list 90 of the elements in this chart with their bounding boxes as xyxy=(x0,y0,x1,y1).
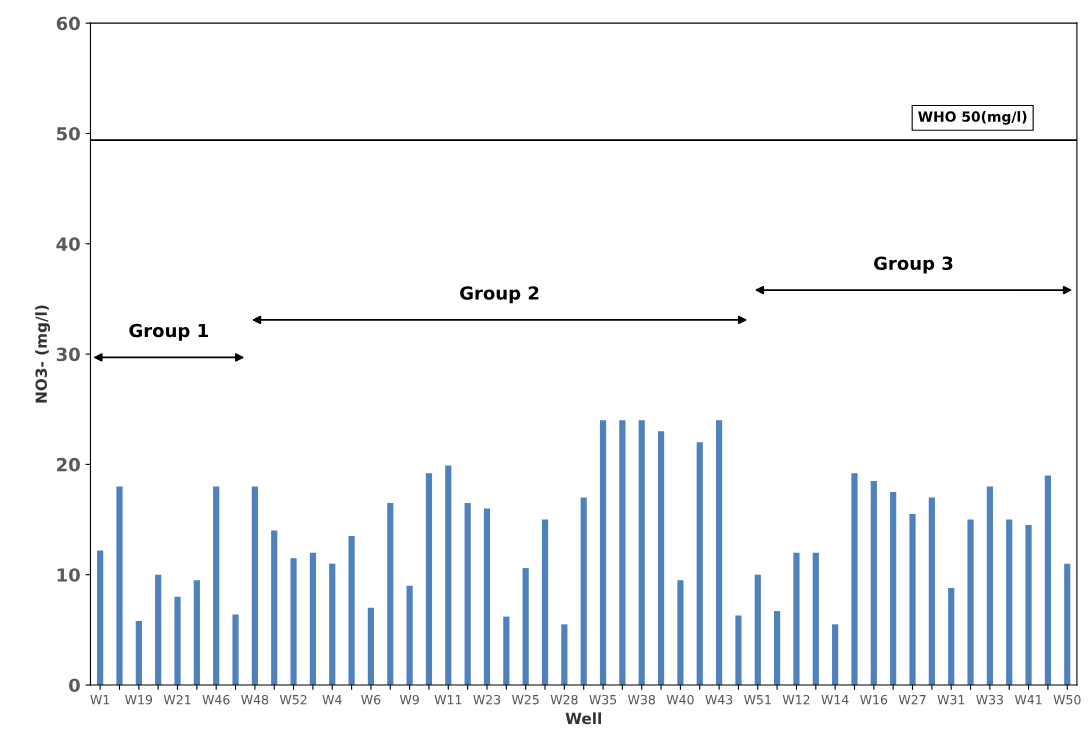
bar xyxy=(1064,563,1071,685)
bar xyxy=(348,536,355,685)
x-tick-label: W28 xyxy=(550,694,578,705)
x-tick-label: W50 xyxy=(1053,694,1081,705)
y-tick-label: 30 xyxy=(56,347,80,362)
bar xyxy=(851,473,858,685)
bar xyxy=(387,502,394,685)
bar xyxy=(754,574,761,685)
x-axis-title: Well xyxy=(565,712,601,725)
bar xyxy=(193,580,200,685)
bar xyxy=(483,508,491,685)
x-tick-label: W35 xyxy=(589,694,617,705)
x-tick-label: W40 xyxy=(666,694,694,705)
bar xyxy=(619,420,626,685)
annotation: Group 3 xyxy=(874,256,953,274)
bar xyxy=(367,607,375,685)
bar xyxy=(1006,519,1013,685)
x-tick-label: W48 xyxy=(241,694,269,705)
x-tick-label: W6 xyxy=(361,694,381,705)
x-tick-label: W25 xyxy=(511,694,539,705)
x-tick-label: W4 xyxy=(322,695,342,705)
bar xyxy=(1044,475,1051,685)
annotation: Group 1 xyxy=(129,323,208,341)
bar xyxy=(599,420,607,685)
bar xyxy=(232,614,239,685)
bar xyxy=(928,497,935,685)
y-tick-label: 50 xyxy=(57,126,80,141)
y-tick-label: 0 xyxy=(69,678,80,693)
x-tick-label: W14 xyxy=(821,695,849,705)
bar xyxy=(774,611,781,685)
x-tick-label: W11 xyxy=(434,695,462,705)
y-axis-title: NO3- (mg/l) xyxy=(35,305,51,403)
bar xyxy=(1025,525,1032,685)
x-tick-label: W12 xyxy=(782,694,810,705)
bar xyxy=(522,568,529,685)
bar xyxy=(155,574,162,685)
x-tick-label: W31 xyxy=(937,694,965,705)
x-tick-label: W9 xyxy=(399,694,419,705)
bar xyxy=(909,514,916,685)
bar xyxy=(290,558,297,685)
bar xyxy=(793,552,800,685)
bar xyxy=(716,420,723,685)
x-tick-label: W19 xyxy=(125,694,153,705)
x-tick-label: W1 xyxy=(90,695,110,705)
bar xyxy=(735,615,742,685)
x-tick-label: W23 xyxy=(473,694,501,705)
bar xyxy=(174,596,181,685)
bar xyxy=(213,486,220,685)
bar xyxy=(638,420,645,685)
bar xyxy=(657,431,665,685)
annotation: Group 2 xyxy=(460,286,539,304)
bar xyxy=(561,624,568,685)
ref-line-label: WHO 50(mg/l) xyxy=(918,111,1027,125)
bar xyxy=(541,519,549,685)
bar xyxy=(580,497,587,685)
bar xyxy=(97,550,104,685)
x-tick-label: W16 xyxy=(860,694,888,705)
bar xyxy=(503,616,510,685)
bar xyxy=(832,624,839,685)
x-tick-label: W52 xyxy=(279,694,307,705)
bar xyxy=(116,486,123,685)
y-tick-label: 60 xyxy=(56,16,80,31)
bar xyxy=(425,473,433,685)
y-tick-label: 10 xyxy=(57,568,80,582)
bar xyxy=(948,587,955,685)
y-tick-label: 20 xyxy=(57,457,80,472)
bar xyxy=(271,530,278,685)
bar xyxy=(406,585,413,685)
bar xyxy=(890,491,897,685)
x-tick-label: W38 xyxy=(628,694,655,705)
x-tick-label: W41 xyxy=(1014,695,1042,705)
y-tick-label: 40 xyxy=(56,237,80,251)
bar xyxy=(677,580,684,685)
x-tick-label: W33 xyxy=(976,694,1004,705)
x-tick-label: W43 xyxy=(705,694,733,705)
bar xyxy=(464,502,471,685)
bar xyxy=(135,621,142,685)
bar xyxy=(870,480,877,685)
bar xyxy=(986,486,993,685)
bar xyxy=(445,465,452,685)
bar xyxy=(309,552,316,685)
bar xyxy=(251,486,258,685)
bar xyxy=(329,563,336,685)
bar xyxy=(967,519,974,685)
x-tick-label: W46 xyxy=(202,694,230,705)
x-tick-label: W27 xyxy=(898,694,926,705)
x-tick-label: W51 xyxy=(744,695,771,705)
bar xyxy=(696,442,703,685)
x-tick-label: W21 xyxy=(163,694,191,705)
bar xyxy=(812,552,819,685)
